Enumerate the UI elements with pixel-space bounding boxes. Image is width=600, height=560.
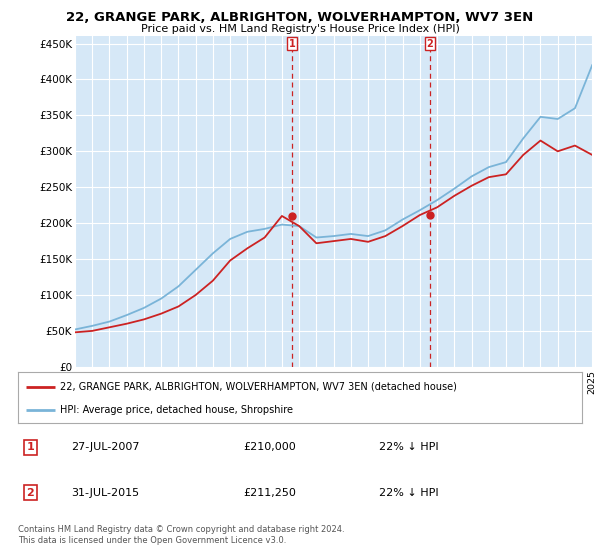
Text: 22% ↓ HPI: 22% ↓ HPI	[379, 442, 439, 452]
Text: 22% ↓ HPI: 22% ↓ HPI	[379, 488, 439, 498]
Text: £211,250: £211,250	[244, 488, 296, 498]
Text: Price paid vs. HM Land Registry's House Price Index (HPI): Price paid vs. HM Land Registry's House …	[140, 24, 460, 34]
Text: 1: 1	[289, 39, 295, 49]
Text: 1: 1	[26, 442, 34, 452]
Text: 22, GRANGE PARK, ALBRIGHTON, WOLVERHAMPTON, WV7 3EN (detached house): 22, GRANGE PARK, ALBRIGHTON, WOLVERHAMPT…	[60, 381, 457, 391]
Text: Contains HM Land Registry data © Crown copyright and database right 2024.
This d: Contains HM Land Registry data © Crown c…	[18, 525, 344, 545]
Text: HPI: Average price, detached house, Shropshire: HPI: Average price, detached house, Shro…	[60, 405, 293, 415]
Text: 22, GRANGE PARK, ALBRIGHTON, WOLVERHAMPTON, WV7 3EN: 22, GRANGE PARK, ALBRIGHTON, WOLVERHAMPT…	[67, 11, 533, 24]
Text: 27-JUL-2007: 27-JUL-2007	[71, 442, 140, 452]
Text: £210,000: £210,000	[244, 442, 296, 452]
Text: 2: 2	[26, 488, 34, 498]
Text: 2: 2	[427, 39, 433, 49]
Text: 31-JUL-2015: 31-JUL-2015	[71, 488, 140, 498]
